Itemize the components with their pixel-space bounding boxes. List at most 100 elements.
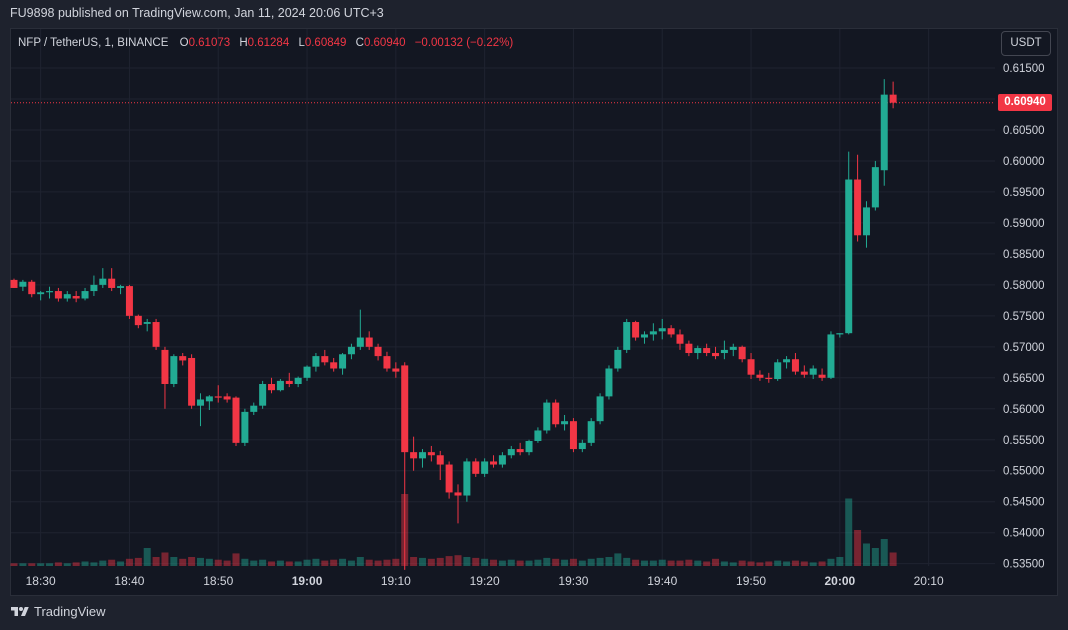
candle[interactable] [259,380,267,409]
candle[interactable] [276,379,284,392]
candle[interactable] [427,445,435,462]
candle[interactable] [578,439,586,453]
candle[interactable] [632,320,640,341]
candle[interactable] [383,351,391,372]
candle[interactable] [63,291,71,302]
candle[interactable] [179,353,187,366]
candle[interactable] [720,340,728,360]
footer-brand[interactable]: TradingView [10,604,106,619]
candle[interactable] [640,331,648,344]
candle[interactable] [170,354,178,388]
candle[interactable] [587,418,595,446]
candle[interactable] [596,393,604,425]
candle[interactable] [507,445,515,459]
candle[interactable] [658,318,666,340]
candle[interactable] [809,365,817,380]
candle[interactable] [756,370,764,381]
candle[interactable] [161,346,169,409]
candle[interactable] [241,408,249,446]
candle[interactable] [845,151,853,335]
candle[interactable] [800,365,808,378]
candle[interactable] [72,291,80,303]
candle[interactable] [765,372,773,383]
candle[interactable] [99,268,107,288]
candle[interactable] [19,279,27,292]
candle[interactable] [889,81,897,109]
candle[interactable] [498,452,506,468]
candle[interactable] [703,343,711,357]
candle[interactable] [880,79,888,186]
candle[interactable] [569,418,577,453]
candle[interactable] [676,329,684,350]
candle[interactable] [490,455,498,468]
candle[interactable] [143,318,151,332]
candle[interactable] [312,353,320,372]
candle[interactable] [827,331,835,380]
candle[interactable] [871,160,879,211]
candle[interactable] [356,309,364,350]
candle[interactable] [188,354,196,409]
candle[interactable] [410,436,418,471]
candle[interactable] [534,427,542,443]
candle[interactable] [543,399,551,434]
candle[interactable] [10,278,18,288]
symbol-name[interactable]: NFP / TetherUS, 1, BINANCE [18,37,169,49]
candle[interactable] [152,318,160,350]
candle[interactable] [818,368,826,381]
candle[interactable] [685,340,693,357]
candle[interactable] [223,393,231,403]
candle[interactable] [774,359,782,381]
candle[interactable] [46,286,54,299]
candle[interactable] [205,395,213,411]
candle[interactable] [605,365,613,400]
candle[interactable] [454,484,462,524]
candle[interactable] [232,396,240,446]
candle[interactable] [747,353,755,380]
candle[interactable] [729,343,737,357]
candle[interactable] [81,287,89,301]
candle[interactable] [472,458,480,477]
candle[interactable] [117,284,125,295]
candle[interactable] [214,385,222,403]
candle[interactable] [330,357,338,372]
candle[interactable] [463,458,471,502]
candle[interactable] [836,333,844,338]
candle[interactable] [54,287,62,302]
candle[interactable] [392,362,400,378]
candle[interactable] [90,275,98,297]
candle[interactable] [712,346,720,360]
candle[interactable] [134,314,142,329]
candle[interactable] [561,414,569,431]
candle[interactable] [738,345,746,363]
candle[interactable] [196,393,204,427]
candle[interactable] [623,318,631,354]
candle[interactable] [374,343,382,361]
candle[interactable] [250,402,258,415]
candle[interactable] [862,201,870,248]
candle[interactable] [791,353,799,375]
candle[interactable] [347,343,355,360]
candle[interactable] [294,376,302,388]
candle[interactable] [303,365,311,381]
candle[interactable] [418,449,426,468]
candle[interactable] [436,450,444,481]
candle[interactable] [516,442,524,456]
candle[interactable] [854,154,862,242]
candle[interactable] [321,349,329,366]
candle[interactable] [285,372,293,388]
candle[interactable] [694,345,702,360]
candle[interactable] [667,325,675,338]
candle[interactable] [649,323,657,341]
currency-button[interactable]: USDT [1001,31,1051,56]
candle[interactable] [28,279,36,298]
candle[interactable] [108,268,116,292]
candle[interactable] [783,356,791,369]
candle[interactable] [401,362,409,570]
candle[interactable] [339,353,347,375]
candle[interactable] [552,399,560,428]
candle[interactable] [525,439,533,456]
candle[interactable] [268,377,276,394]
candle[interactable] [37,291,45,301]
candle[interactable] [365,331,373,350]
